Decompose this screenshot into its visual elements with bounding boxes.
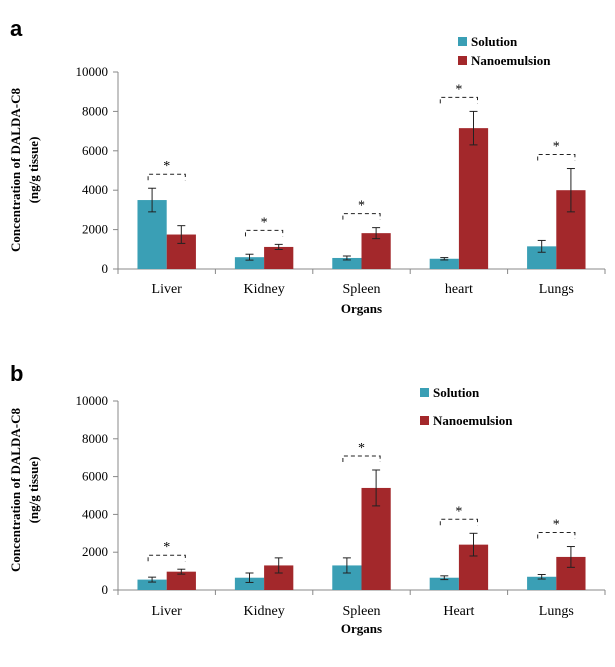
significance-star: * (358, 199, 365, 214)
legend-swatch-solution (420, 388, 429, 397)
bar-solution-lungs (527, 576, 557, 590)
y-tick-label: 8000 (82, 103, 108, 118)
significance-star: * (163, 159, 170, 174)
significance-bracket (147, 554, 186, 562)
significance-bracket (439, 96, 479, 104)
y-axis-unit: (ng/g tissue) (26, 457, 41, 524)
x-category-label: Liver (152, 604, 183, 619)
chart-panel-a: 0 2000 4000 6000 8000 10000 * Liver * Kidney * Sple… (8, 34, 606, 316)
significance-bracket (342, 455, 381, 462)
significance-star: * (553, 140, 560, 155)
legend-swatch-solution (458, 37, 467, 46)
y-tick-label: 0 (102, 582, 109, 597)
y-tick-label: 10000 (76, 393, 109, 408)
panel-letter-a: a (10, 16, 23, 41)
legend-label-nanoemulsion: Nanoemulsion (433, 413, 513, 428)
x-category-label: Spleen (342, 604, 380, 619)
bar-solution-liver (137, 579, 167, 590)
x-axis-title: Organs (341, 301, 382, 316)
bar-solution-lungs (527, 246, 557, 269)
bar-nanoemulsion-heart (458, 128, 489, 269)
y-tick-label: 4000 (82, 506, 108, 521)
y-axis-unit: (ng/g tissue) (26, 137, 41, 204)
y-tick-label: 4000 (82, 182, 108, 197)
x-category-label: heart (445, 282, 473, 297)
bar-solution-heart (429, 577, 459, 590)
significance-bracket (537, 154, 576, 161)
y-tick-label: 10000 (76, 64, 109, 79)
significance-star: * (553, 518, 560, 533)
legend-label-solution: Solution (433, 385, 480, 400)
x-axis-title: Organs (341, 621, 382, 636)
y-tick-label: 8000 (82, 431, 108, 446)
bar-solution-kidney (234, 257, 265, 269)
significance-bracket (147, 173, 186, 181)
chart-panel-b: 0 2000 4000 6000 8000 10000 * Liver Kidney * Splee… (8, 385, 606, 636)
significance-star: * (261, 215, 268, 230)
x-category-label: Kidney (243, 604, 284, 619)
significance-star: * (455, 504, 462, 519)
x-category-label: Lungs (539, 604, 574, 619)
y-tick-label: 0 (102, 261, 109, 276)
significance-star: * (358, 441, 365, 456)
legend-swatch-nanoemulsion (458, 56, 467, 65)
panel-letter-b: b (10, 361, 23, 386)
bar-solution-kidney (234, 577, 265, 590)
legend-label-nanoemulsion: Nanoemulsion (471, 53, 551, 68)
significance-bracket (342, 213, 381, 220)
y-tick-label: 6000 (82, 143, 108, 158)
significance-star: * (163, 540, 170, 555)
legend-label-solution: Solution (471, 34, 518, 49)
y-axis-title: Concentration of DALDA-C8 (8, 408, 23, 572)
bar-nanoemulsion-kidney (264, 246, 294, 269)
significance-bracket (537, 532, 576, 539)
y-tick-label: 2000 (82, 544, 108, 559)
y-tick-label: 6000 (82, 469, 108, 484)
bar-solution-heart (429, 258, 459, 269)
significance-bracket (244, 229, 284, 237)
x-category-label: Lungs (539, 282, 574, 297)
significance-star: * (455, 82, 462, 97)
x-category-label: Heart (443, 604, 474, 619)
bar-solution-spleen (332, 257, 362, 269)
bar-nanoemulsion-liver (166, 571, 196, 590)
significance-bracket (439, 518, 479, 526)
legend-swatch-nanoemulsion (420, 416, 429, 425)
x-category-label: Spleen (342, 282, 380, 297)
x-category-label: Liver (152, 282, 183, 297)
y-tick-label: 2000 (82, 222, 108, 237)
y-axis-title: Concentration of DALDA-C8 (8, 88, 23, 252)
x-category-label: Kidney (243, 282, 284, 297)
